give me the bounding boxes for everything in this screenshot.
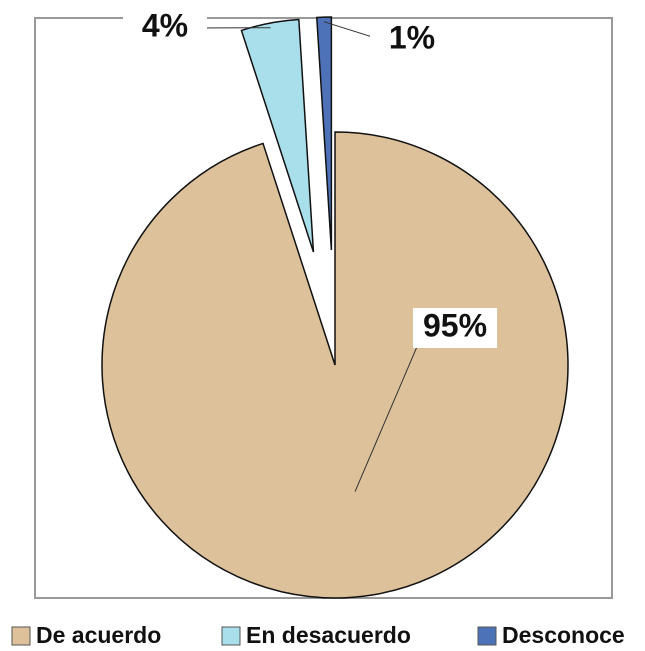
pie-slice [101,131,569,599]
legend-label: De acuerdo [36,622,161,648]
data-label: 1% [389,19,435,55]
label-box [370,20,454,60]
label-box [413,308,497,348]
leader-line [354,327,426,492]
legend-swatch [477,626,497,646]
pie-slice [240,18,315,253]
legend-label: En desacuerdo [246,622,411,648]
data-label: 95% [423,307,487,343]
pie-slice [315,16,333,251]
data-label: 4% [142,7,188,43]
label-box [123,8,207,48]
legend-swatch [221,626,241,646]
legend-swatch [11,626,31,646]
legend-label: Desconoce [502,622,625,648]
